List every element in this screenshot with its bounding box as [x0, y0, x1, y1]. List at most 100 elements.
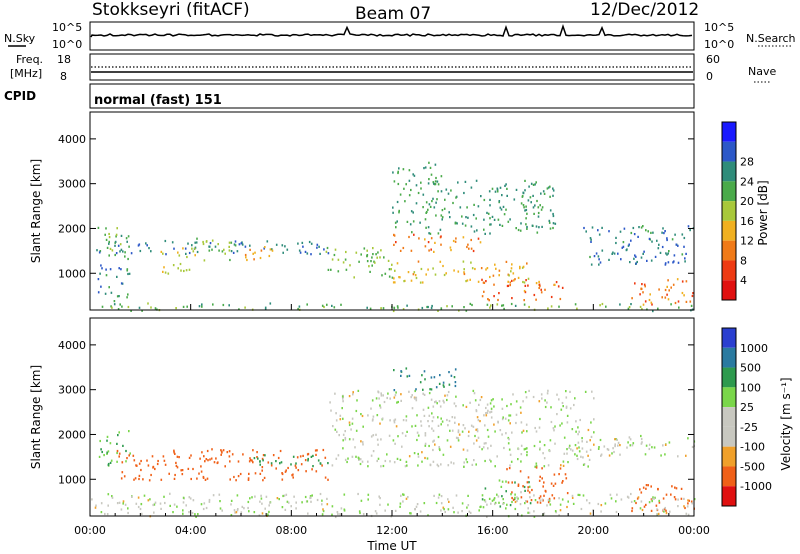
velocity-echo-cell — [522, 485, 524, 488]
velocity-echo-cell — [657, 488, 659, 491]
velocity-echo-cell — [530, 499, 533, 502]
velocity-echo-cell — [554, 442, 556, 445]
power-echo-cell — [430, 173, 433, 176]
power-echo-cell — [554, 222, 557, 225]
velocity-echo-cell — [520, 444, 523, 447]
velocity-echo-cell — [507, 481, 510, 484]
power-echo-cell — [409, 223, 412, 226]
velocity-echo-cell — [256, 456, 258, 459]
velocity-echo-cell — [237, 475, 240, 478]
power-echo-cell — [642, 225, 644, 228]
velocity-echo-cell — [396, 401, 398, 404]
power-echo-cell — [591, 226, 594, 229]
power-echo-cell — [469, 278, 471, 281]
power-echo-cell — [463, 268, 465, 271]
power-echo-cell — [437, 232, 440, 235]
power-echo-cell — [509, 284, 511, 287]
velocity-echo-cell — [600, 453, 603, 456]
power-echo-cell — [535, 282, 538, 285]
velocity-echo-cell — [417, 434, 420, 437]
power-echo-cell — [670, 286, 672, 289]
velocity-echo-cell — [586, 440, 588, 443]
power-echo-cell — [552, 214, 555, 218]
velocity-echo-cell — [432, 429, 435, 432]
power-echo-cell — [648, 298, 651, 302]
station-title: Stokkseyri (fitACF) — [92, 0, 250, 20]
power-echo-cell — [358, 260, 360, 263]
power-echo-cell — [413, 271, 416, 274]
power-echo-cell — [403, 187, 405, 190]
velocity-echo-cell — [249, 457, 251, 460]
velocity-echo-cell — [588, 502, 591, 505]
velocity-echo-cell — [577, 433, 579, 436]
velocity-echo-cell — [321, 503, 323, 506]
power-echo-cell — [525, 223, 527, 226]
velocity-echo-cell — [520, 453, 523, 456]
velocity-echo-cell — [111, 496, 114, 499]
velocity-echo-cell — [317, 459, 320, 462]
power-echo-cell — [443, 207, 446, 210]
power-echo-cell — [535, 298, 537, 301]
velocity-echo-cell — [203, 502, 206, 505]
power-echo-cell — [632, 226, 635, 230]
velocity-echo-cell — [546, 392, 549, 395]
velocity-echo-cell — [116, 451, 118, 455]
power-echo-cell — [163, 266, 165, 269]
velocity-echo-cell — [447, 390, 450, 394]
power-echo-cell — [433, 250, 435, 253]
velocity-echo-cell — [509, 414, 512, 417]
velocity-echo-cell — [372, 415, 375, 418]
velocity-echo-cell — [188, 496, 191, 499]
velocity-echo-cell — [664, 443, 667, 446]
velocity-echo-cell — [339, 418, 342, 421]
power-echo-cell — [193, 247, 196, 250]
velocity-echo-cell — [631, 507, 634, 510]
power-echo-cell — [647, 230, 649, 233]
velocity-echo-cell — [635, 501, 637, 505]
velocity-echo-cell — [361, 460, 364, 463]
power-echo-cell — [535, 225, 538, 228]
velocity-echo-cell — [386, 396, 388, 400]
velocity-echo-cell — [134, 477, 137, 480]
velocity-echo-cell — [655, 504, 658, 507]
velocity-echo-cell — [578, 430, 580, 433]
velocity-echo-cell — [523, 448, 526, 451]
velocity-echo-cell — [261, 457, 264, 460]
power-echo-cell — [326, 303, 328, 306]
power-echo-cell — [97, 226, 100, 229]
power-echo-cell — [520, 222, 522, 225]
power-echo-cell — [116, 227, 118, 230]
velocity-echo-cell — [640, 437, 643, 441]
velocity-echo-cell — [222, 449, 225, 452]
power-echo-cell — [232, 251, 235, 254]
power-echo-cell — [111, 249, 114, 252]
power-echo-cell — [425, 273, 427, 276]
velocity-echo-cell — [490, 444, 492, 447]
power-echo-cell — [462, 260, 465, 263]
velocity-echo-cell — [486, 403, 489, 406]
velocity-echo-cell — [559, 503, 562, 506]
velocity-echo-cell — [415, 399, 418, 402]
power-echo-cell — [396, 200, 399, 204]
velocity-echo-cell — [693, 498, 696, 501]
velocity-echo-cell — [106, 439, 108, 442]
velocity-echo-cell — [235, 479, 237, 482]
velocity-echo-cell — [400, 399, 402, 402]
velocity-echo-cell — [335, 457, 338, 460]
power-echo-cell — [411, 231, 413, 234]
power-echo-cell — [412, 273, 415, 276]
velocity-echo-cell — [146, 459, 148, 462]
velocity-echo-cell — [295, 501, 297, 504]
velocity-echo-cell — [342, 397, 344, 400]
date-label: 12/Dec/2012 — [590, 0, 699, 20]
velocity-echo-cell — [338, 434, 340, 437]
power-echo-cell — [501, 224, 504, 227]
velocity-echo-cell — [464, 427, 466, 430]
velocity-echo-cell — [340, 507, 343, 510]
velocity-echo-cell — [300, 463, 303, 466]
velocity-colorbar-segment — [722, 426, 736, 447]
velocity-echo-cell — [181, 469, 184, 472]
power-echo-cell — [388, 268, 391, 271]
power-echo-cell — [511, 297, 513, 300]
velocity-echo-cell — [633, 500, 636, 503]
